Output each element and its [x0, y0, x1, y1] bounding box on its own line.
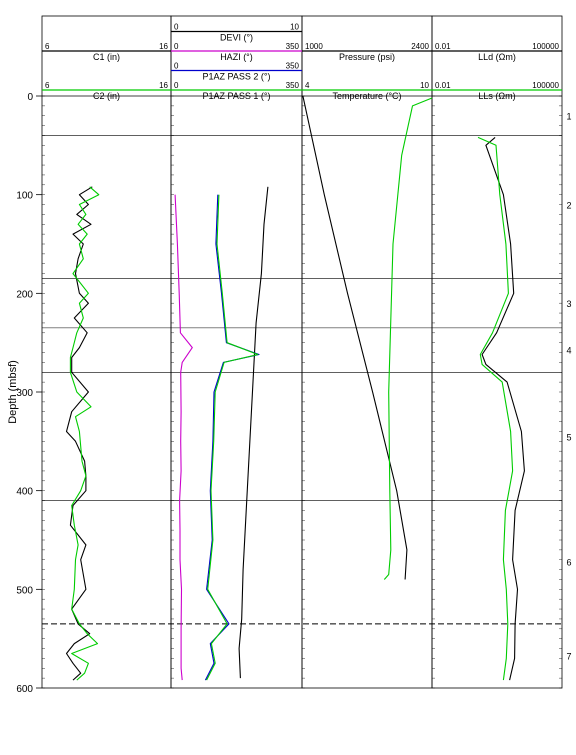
scale-max-pressure-psi: 2400 — [411, 42, 429, 51]
scale-min-c1-in: 6 — [45, 42, 50, 51]
scale-max-temperature-c: 10 — [420, 81, 429, 90]
scale-max-lld-m: 100000 — [532, 42, 559, 51]
curve-name-p1az-pass-1: P1AZ PASS 1 (°) — [203, 91, 271, 101]
track-frame-4 — [431, 15, 563, 689]
scale-min-devi: 0 — [174, 23, 179, 32]
scale-max-hazi: 350 — [286, 42, 300, 51]
y-tick-label: 0 — [27, 92, 33, 103]
track-frame-3 — [301, 15, 433, 689]
unit-label-3: 3 — [566, 299, 571, 309]
scale-min-lld-m: 0.01 — [435, 42, 451, 51]
curve-name-devi: DEVI (°) — [220, 33, 253, 43]
scale-min-pressure-psi: 1000 — [305, 42, 323, 51]
scale-min-lls-m: 0.01 — [435, 81, 451, 90]
scale-min-p1az-pass-1: 0 — [174, 81, 179, 90]
unit-label-4: 4 — [566, 346, 571, 356]
y-tick-label: 600 — [16, 684, 33, 695]
curve-devi — [238, 186, 269, 679]
scale-min-p1az-pass-2: 0 — [174, 62, 179, 71]
unit-label-2: 2 — [566, 201, 571, 211]
scale-max-p1az-pass-1: 350 — [286, 81, 300, 90]
unit-label-5: 5 — [566, 432, 571, 442]
scale-max-c1-in: 16 — [159, 42, 168, 51]
curve-lls-m — [477, 136, 514, 681]
unit-label-6: 6 — [566, 558, 571, 568]
scale-max-lls-m: 100000 — [532, 81, 559, 90]
curve-lld-m — [481, 136, 525, 681]
scale-min-c2-in: 6 — [45, 81, 50, 90]
curve-name-lld-m: LLd (Ωm) — [478, 52, 516, 62]
y-tick-label: 200 — [16, 289, 33, 300]
y-tick-label: 500 — [16, 585, 33, 596]
scale-min-hazi: 0 — [174, 42, 179, 51]
curve-temperature-c — [383, 97, 433, 580]
unit-label-7: 7 — [566, 651, 571, 661]
curve-name-pressure-psi: Pressure (psi) — [339, 52, 395, 62]
curve-name-c1-in: C1 (in) — [93, 52, 120, 62]
curve-pressure-psi — [302, 95, 408, 580]
y-tick-label: 100 — [16, 191, 33, 202]
y-tick-label: 400 — [16, 487, 33, 498]
curve-p1az-pass-1 — [206, 194, 259, 681]
curve-c2-in — [69, 186, 100, 681]
curve-name-temperature-c: Temperature (°C) — [332, 91, 401, 101]
y-tick-label: 300 — [16, 388, 33, 399]
track-frame-1 — [41, 15, 172, 689]
curve-name-lls-m: LLs (Ωm) — [478, 91, 515, 101]
scale-max-p1az-pass-2: 350 — [286, 62, 300, 71]
scale-max-c2-in: 16 — [159, 81, 168, 90]
track-frame-2 — [170, 15, 303, 689]
unit-label-1: 1 — [566, 112, 571, 122]
scale-max-devi: 10 — [290, 23, 299, 32]
y-axis-label: Depth (mbsf) — [7, 360, 19, 424]
curve-name-c2-in: C2 (in) — [93, 91, 120, 101]
curve-name-p1az-pass-2: P1AZ PASS 2 (°) — [203, 72, 271, 82]
curve-name-hazi: HAZI (°) — [220, 52, 253, 62]
curve-hazi — [174, 194, 193, 681]
scale-min-temperature-c: 4 — [305, 81, 310, 90]
